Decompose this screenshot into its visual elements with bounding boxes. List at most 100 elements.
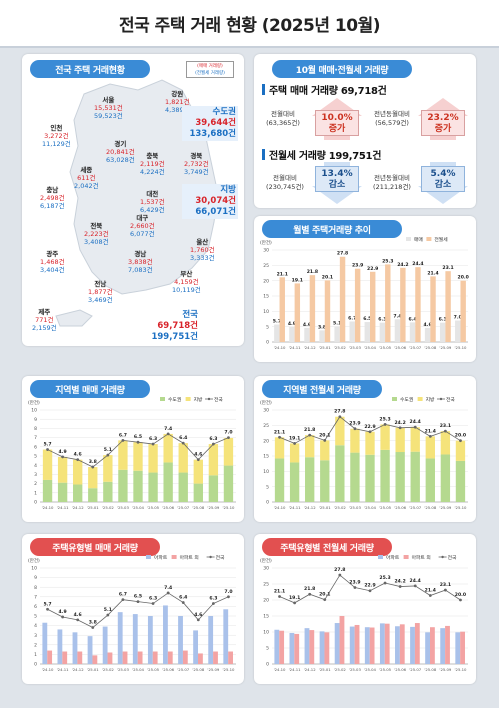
bar-0-2 [73, 484, 83, 502]
x-tick-7: '25.05 [379, 667, 391, 672]
x-tick-10: '25.08 [424, 345, 436, 350]
line-point-1 [293, 442, 297, 445]
line-point-8 [166, 432, 170, 436]
line-label-2: 4.6 [74, 612, 82, 618]
region-trade-chart-panel: 지역별 매매 거래량 (만건) 0 1 2 3 4 5 6 7 8 9 10 수도권 지방 전국 '24.10… [22, 376, 244, 522]
bar-1-1 [289, 443, 300, 463]
bar-0-12 [455, 632, 461, 664]
bar-1-7 [384, 623, 390, 664]
x-tick-8: '25.06 [162, 505, 174, 510]
bar-0-6 [364, 627, 370, 664]
y-tick-7: 7 [34, 435, 37, 441]
line-point-5 [121, 598, 125, 602]
bar-0-1 [289, 326, 295, 342]
x-tick-7: '25.05 [147, 667, 159, 672]
line-point-12 [227, 595, 230, 599]
line-label-11: 6.3 [209, 436, 217, 442]
legend-label-0: 수도권 [168, 396, 181, 403]
y-tick-4: 20 [263, 598, 269, 604]
bar-1-9 [414, 623, 420, 664]
bar-0-7 [379, 322, 386, 342]
line-point-8 [398, 585, 402, 588]
bar-0-6 [133, 470, 143, 502]
map-region-16: 제주 771건 2,159건 [32, 308, 57, 332]
y-tick-1: 5 [266, 646, 269, 652]
y-tick-3: 15 [263, 614, 269, 620]
line-label-12: 7.0 [224, 430, 232, 436]
bar-1-11 [445, 271, 451, 342]
line-point-1 [293, 601, 297, 605]
bar-0-1 [289, 462, 300, 502]
legend-swatch-1 [403, 555, 409, 559]
x-tick-0: '24.10 [274, 667, 286, 672]
bar-0-9 [410, 451, 420, 502]
bar-1-4 [103, 455, 113, 482]
x-tick-12: '25.10 [455, 345, 467, 350]
line-label-10: 4.6 [194, 612, 202, 618]
data-label-1-6: 22.9 [367, 266, 378, 272]
line-label-7: 6.3 [149, 436, 157, 442]
y-tick-1: 1 [34, 652, 37, 658]
line-point-10 [196, 458, 200, 462]
bar-0-10 [193, 483, 203, 502]
y-tick-0: 0 [266, 500, 269, 506]
bar-0-8 [163, 605, 168, 664]
y-unit-label: (만건) [28, 399, 40, 406]
bar-0-2 [72, 632, 78, 664]
bar-1-10 [430, 276, 436, 342]
line-point-3 [91, 626, 95, 629]
line-point-2 [76, 458, 80, 462]
x-tick-8: '25.06 [394, 505, 406, 510]
bar-0-3 [319, 631, 325, 664]
legend-swatch-1 [185, 397, 191, 401]
y-tick-3: 3 [34, 633, 37, 639]
bar-0-9 [409, 322, 416, 342]
x-tick-9: '25.07 [409, 505, 421, 510]
y-tick-5: 25 [263, 423, 269, 429]
line-label-3: 3.8 [89, 620, 97, 626]
map-legend: (매매 거래량) (전월세 거래량) [186, 61, 234, 78]
line-label-0: 5.7 [43, 601, 51, 607]
x-tick-11: '25.09 [207, 505, 219, 510]
y-unit-label: (만건) [260, 557, 272, 564]
bar-0-4 [334, 326, 340, 342]
y-tick-3: 15 [263, 454, 269, 460]
x-tick-11: '25.09 [439, 667, 451, 672]
region-trade-chart-title: 지역별 매매 거래량 [30, 380, 150, 398]
data-label-1-10: 21.4 [427, 270, 438, 276]
line-point-0 [46, 607, 49, 611]
jeonse-yoy-label: 전년동월대비 (211,218건) [373, 174, 411, 191]
bar-0-0 [274, 324, 280, 342]
bar-1-5 [354, 624, 360, 664]
legend-swatch-1 [417, 397, 423, 401]
bar-0-10 [424, 327, 431, 342]
map-legend-jeonse: (전월세 거래량) [195, 71, 225, 76]
bar-0-4 [334, 623, 340, 664]
legend-label-2: 전국 [448, 554, 457, 561]
line-label-5: 23.9 [349, 421, 360, 427]
x-tick-4: '25.02 [334, 345, 346, 350]
x-tick-0: '24.10 [42, 667, 54, 672]
map-region-12: 광주 1,468건 3,404건 [40, 250, 65, 274]
line-point-10 [428, 594, 432, 597]
legend-label-2: 전국 [446, 396, 455, 403]
x-tick-10: '25.08 [424, 505, 436, 510]
legend-swatch-0 [406, 237, 411, 241]
line-point-5 [353, 586, 357, 589]
data-label-0-3: 3.8 [318, 324, 326, 330]
bar-0-6 [364, 322, 370, 342]
line-label-0: 21.1 [274, 429, 285, 435]
y-tick-5: 5 [34, 454, 37, 460]
legend-label-0: 아파트 [154, 554, 168, 561]
bar-0-8 [163, 462, 173, 502]
x-tick-8: '25.06 [394, 345, 406, 350]
y-tick-2: 10 [263, 469, 269, 475]
line-point-7 [151, 602, 155, 605]
bar-1-0 [279, 630, 285, 664]
line-label-7: 25.3 [379, 575, 390, 581]
bar-1-0 [42, 449, 53, 480]
line-label-3: 3.8 [89, 459, 97, 465]
bar-1-9 [178, 443, 188, 473]
region-trade-chart: (만건) 0 1 2 3 4 5 6 7 8 9 10 수도권 지방 전국 '24.10'24.11'24.1… [28, 396, 236, 510]
bar-1-10 [198, 653, 203, 664]
